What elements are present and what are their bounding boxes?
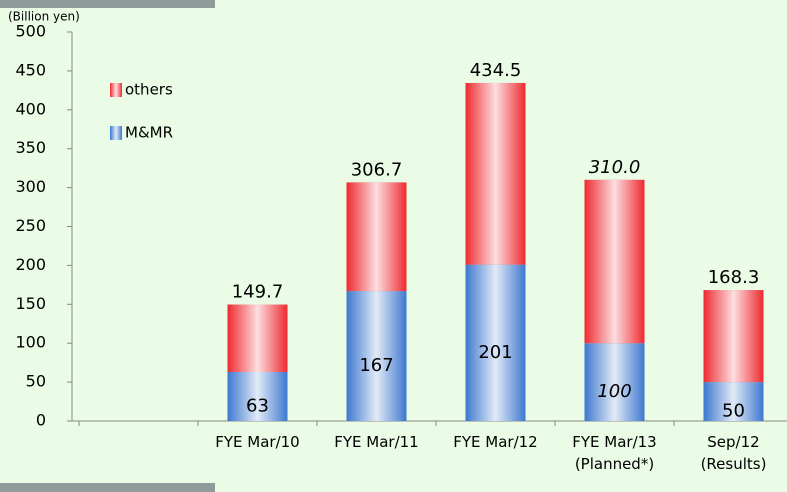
decor-bar [0,0,215,8]
y-tick-label: 0 [36,411,46,430]
y-tick-label: 200 [15,255,46,274]
bar-shine [703,290,764,383]
legend-label: others [125,81,173,99]
total-label: 306.7 [351,159,403,180]
bar-shine [465,264,526,421]
data-label: 50 [722,401,745,422]
bar-shine [346,182,407,292]
x-tick-label: Sep/12 (Results) [700,433,767,473]
x-tick-label: FYE Mar/10 [215,433,300,451]
data-label: 63 [246,395,269,416]
data-label: 100 [597,381,631,402]
decor-bar [0,483,215,492]
y-tick-label: 50 [26,372,46,391]
y-tick-label: 400 [15,99,46,118]
x-tick-label: FYE Mar/13 (Planned*) [572,433,657,473]
y-tick-label: 350 [15,138,46,157]
data-label: 167 [359,355,393,376]
y-tick-label: 300 [15,177,46,196]
legend-label: M&MR [125,124,173,142]
bar-shine [465,82,526,265]
bar-shine [584,179,645,344]
y-tick-label: 100 [15,333,46,352]
y-tick-label: 500 [15,22,46,41]
bar-shine [227,371,288,421]
data-label: 201 [478,342,512,363]
y-tick-label: 150 [15,294,46,313]
total-label: 434.5 [470,60,522,81]
bar-shine [227,304,288,372]
x-tick-label: FYE Mar/11 [334,433,419,451]
y-tick-label: 450 [15,60,46,79]
bar-shine [346,291,407,421]
x-tick-label: FYE Mar/12 [453,433,538,451]
total-label: 310.0 [589,157,641,178]
bar-shine [584,343,645,421]
legend-swatch-shine [110,83,122,97]
total-label: 168.3 [708,267,760,288]
y-tick-label: 250 [15,216,46,235]
legend-swatch-shine [110,126,122,140]
total-label: 149.7 [232,282,284,303]
y-axis-label: (Billion yen) [8,10,80,24]
bar-shine [703,382,764,421]
